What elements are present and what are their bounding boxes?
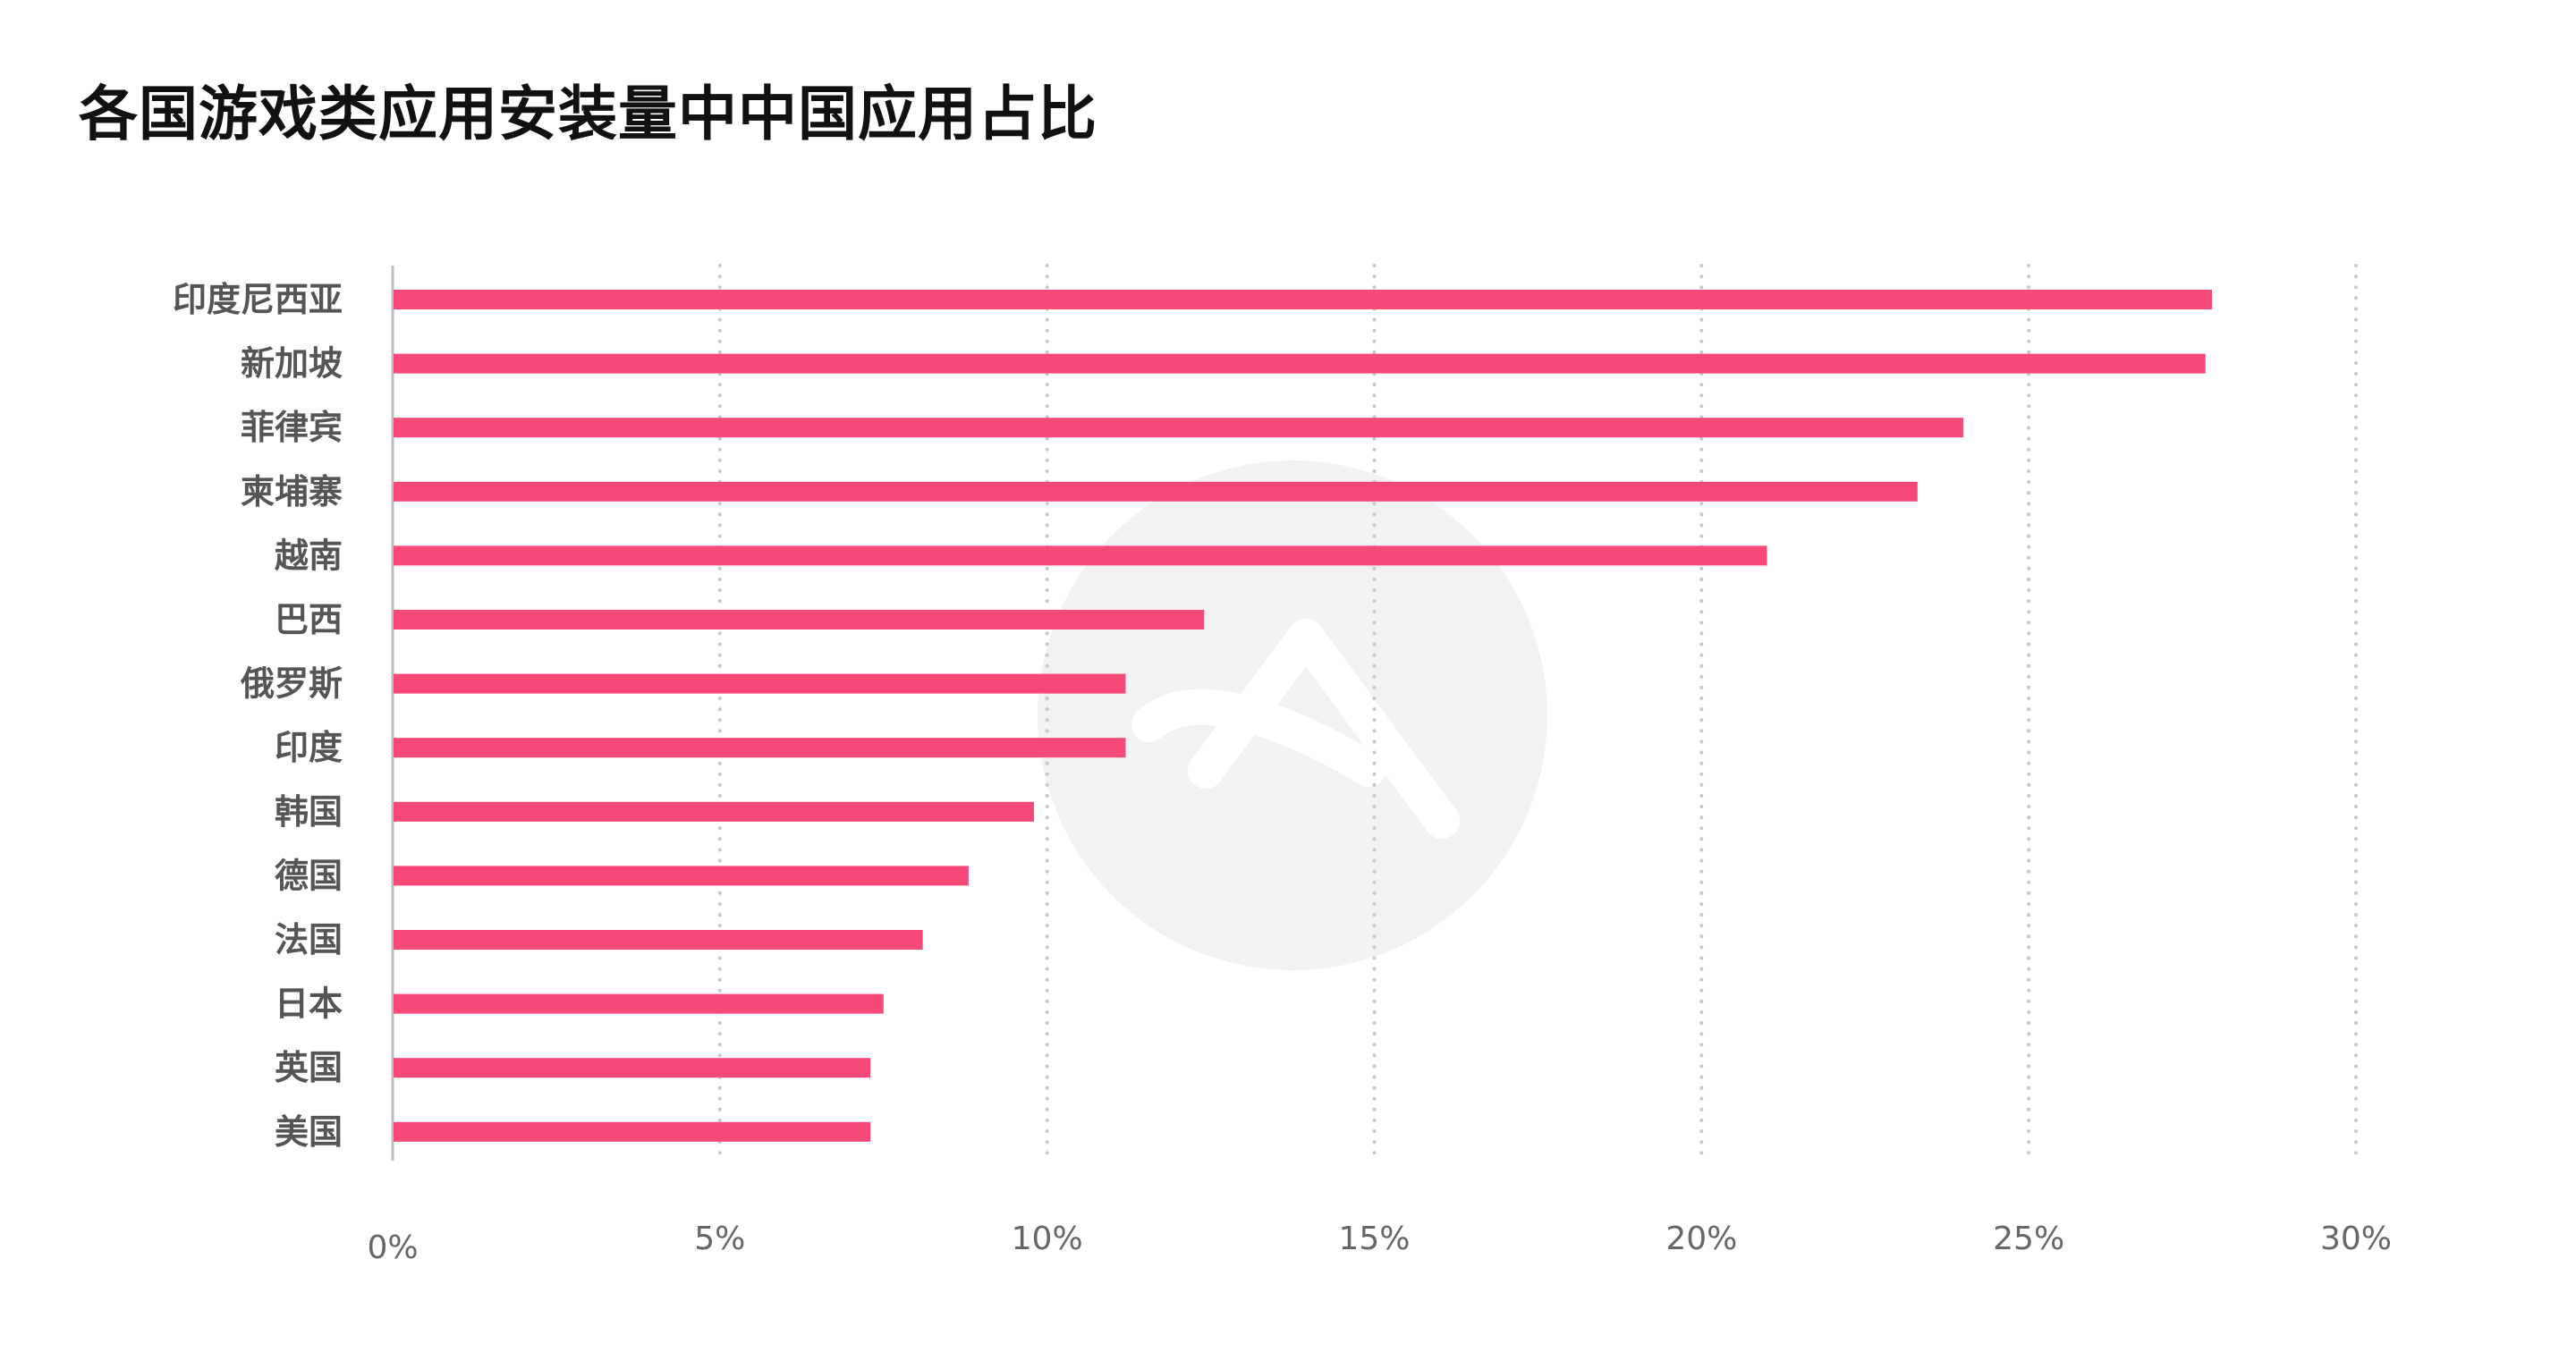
bar <box>394 353 2206 374</box>
bar <box>394 1058 871 1078</box>
category-label: 巴西 <box>275 600 343 639</box>
bar <box>394 290 2213 309</box>
category-label: 菲律宾 <box>241 408 343 447</box>
bar <box>394 418 1963 438</box>
bar <box>394 993 884 1014</box>
category-label: 英国 <box>275 1048 343 1087</box>
watermark-logo <box>1038 461 1547 970</box>
bar <box>394 738 1126 758</box>
x-tick-labels: 0% 5% 10% 15% 20% 25% 30% <box>367 1221 2392 1266</box>
x-tick-label: 30% <box>2320 1221 2392 1257</box>
category-label: 俄罗斯 <box>240 664 343 704</box>
category-label: 法国 <box>275 920 343 959</box>
category-label: 印度尼西亚 <box>173 280 343 319</box>
category-label: 印度 <box>275 728 343 767</box>
bars <box>394 290 2213 1142</box>
category-label: 美国 <box>275 1112 343 1152</box>
bar <box>394 481 1918 502</box>
bar <box>394 610 1205 630</box>
x-tick-label: 20% <box>1665 1221 1737 1257</box>
bar <box>394 673 1126 694</box>
bar <box>394 930 923 950</box>
category-label: 韩国 <box>275 792 343 832</box>
category-label: 柬埔寨 <box>241 472 343 511</box>
x-tick-label: 5% <box>694 1221 745 1257</box>
bar <box>394 801 1035 822</box>
x-tick-label: 10% <box>1012 1221 1083 1257</box>
category-label: 越南 <box>275 536 343 575</box>
bar <box>394 545 1767 566</box>
category-label: 德国 <box>275 856 343 895</box>
bar <box>394 866 969 886</box>
x-tick-label: 0% <box>367 1229 418 1266</box>
chart-title: 各国游戏类应用安装量中中国应用占比 <box>79 80 1097 148</box>
x-tick-label: 25% <box>1993 1221 2064 1257</box>
x-tick-label: 15% <box>1338 1221 1410 1257</box>
bar <box>394 1121 871 1142</box>
category-label: 新加坡 <box>241 344 343 384</box>
category-label: 日本 <box>275 984 343 1024</box>
